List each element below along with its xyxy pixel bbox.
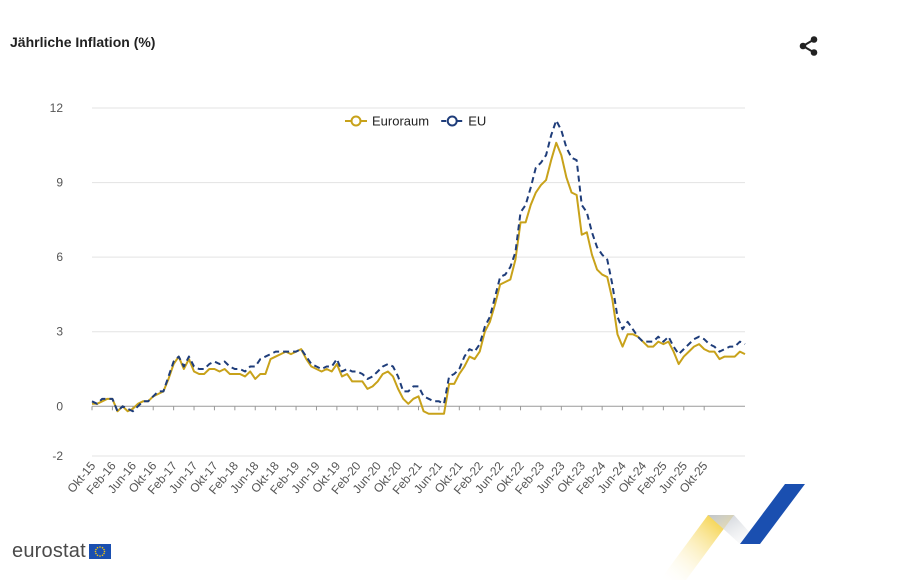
brand-name: eurostat xyxy=(12,540,86,562)
eurostat-logo: eurostat xyxy=(12,540,111,563)
y-tick-label: 6 xyxy=(56,250,63,264)
y-tick-label: 0 xyxy=(56,399,63,413)
legend-item-eu[interactable]: EU xyxy=(441,114,486,129)
y-tick-label: 9 xyxy=(56,176,63,190)
legend-item-euroraum[interactable]: Euroraum xyxy=(345,114,429,129)
series-lines xyxy=(91,119,746,415)
legend-marker xyxy=(350,115,362,127)
share-icon xyxy=(799,36,818,56)
legend-label: EU xyxy=(468,114,486,129)
eu-flag-icon xyxy=(88,544,111,559)
y-tick-label: -2 xyxy=(52,449,63,463)
y-tick-label: 12 xyxy=(50,101,64,115)
legend[interactable]: Euroraum EU xyxy=(345,114,486,129)
share-button[interactable] xyxy=(797,34,821,58)
decorative-ribbon xyxy=(660,484,805,580)
legend-marker xyxy=(446,115,458,127)
gridlines xyxy=(92,107,745,457)
chart-title: Jährliche Inflation (%) xyxy=(10,34,156,50)
axes: -2036912Okt-15Feb-16Jun-16Okt-16Feb-17Ju… xyxy=(50,101,745,497)
y-tick-label: 3 xyxy=(56,325,63,339)
series-line-eu xyxy=(91,119,746,413)
series-line-euroraum xyxy=(92,141,746,415)
legend-label: Euroraum xyxy=(372,114,429,129)
